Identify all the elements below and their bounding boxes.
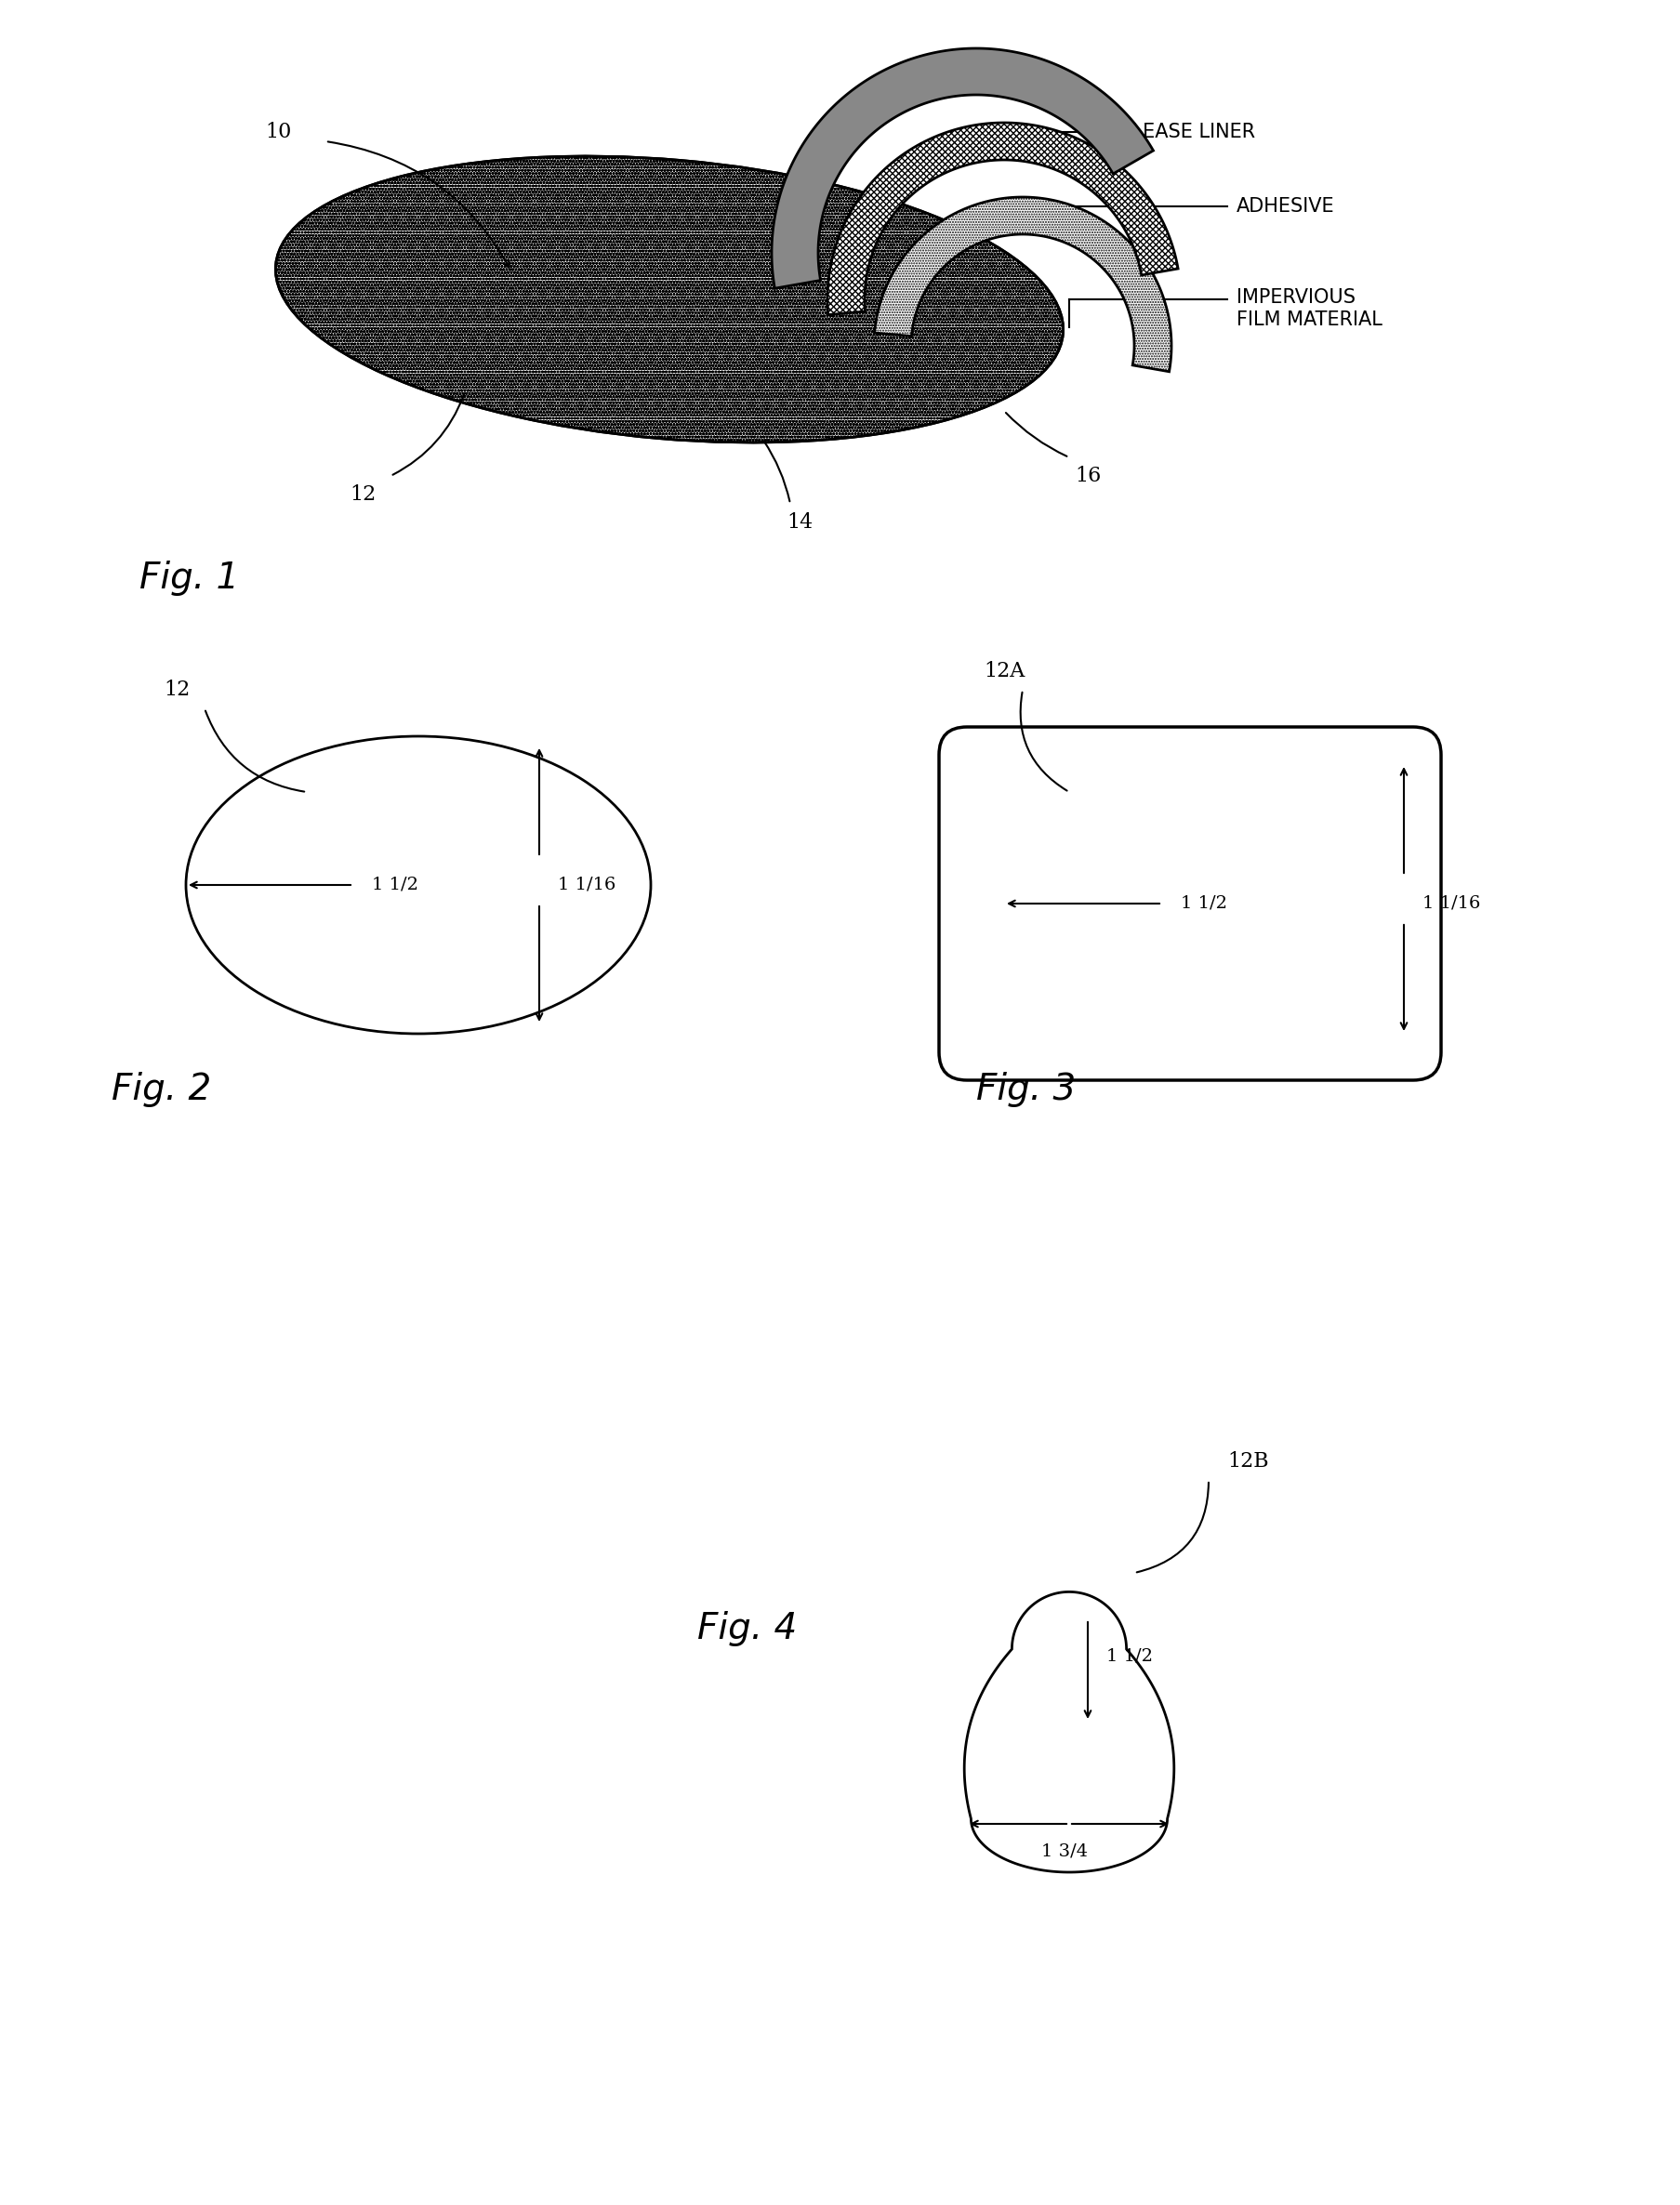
Text: 12: 12 (163, 679, 190, 699)
Text: Fig. 3: Fig. 3 (976, 1072, 1075, 1107)
Text: 12B: 12B (1226, 1451, 1268, 1471)
Text: 14: 14 (786, 512, 811, 534)
Text: Fig. 1: Fig. 1 (139, 560, 239, 595)
Text: 1 1/16: 1 1/16 (1421, 895, 1480, 913)
Text: 1 1/2: 1 1/2 (371, 878, 418, 893)
Text: IMPERVIOUS
FILM MATERIAL: IMPERVIOUS FILM MATERIAL (1236, 289, 1381, 329)
Text: 1 1/16: 1 1/16 (558, 878, 615, 893)
Text: Fig. 4: Fig. 4 (697, 1612, 796, 1647)
Text: 12: 12 (349, 485, 376, 505)
Text: 1 3/4: 1 3/4 (1040, 1843, 1087, 1861)
Text: RELEASE LINER: RELEASE LINER (1105, 123, 1255, 141)
Text: ADHESIVE: ADHESIVE (1236, 196, 1334, 216)
Text: 1 1/2: 1 1/2 (1179, 895, 1226, 913)
Text: 12A: 12A (983, 662, 1025, 681)
Text: 16: 16 (1074, 465, 1100, 485)
Text: Fig. 2: Fig. 2 (111, 1072, 212, 1107)
Polygon shape (771, 49, 1152, 289)
Polygon shape (827, 123, 1178, 315)
Ellipse shape (276, 157, 1063, 443)
Text: 10: 10 (265, 121, 292, 143)
Text: 1 1/2: 1 1/2 (1105, 1647, 1152, 1665)
Polygon shape (874, 196, 1171, 373)
